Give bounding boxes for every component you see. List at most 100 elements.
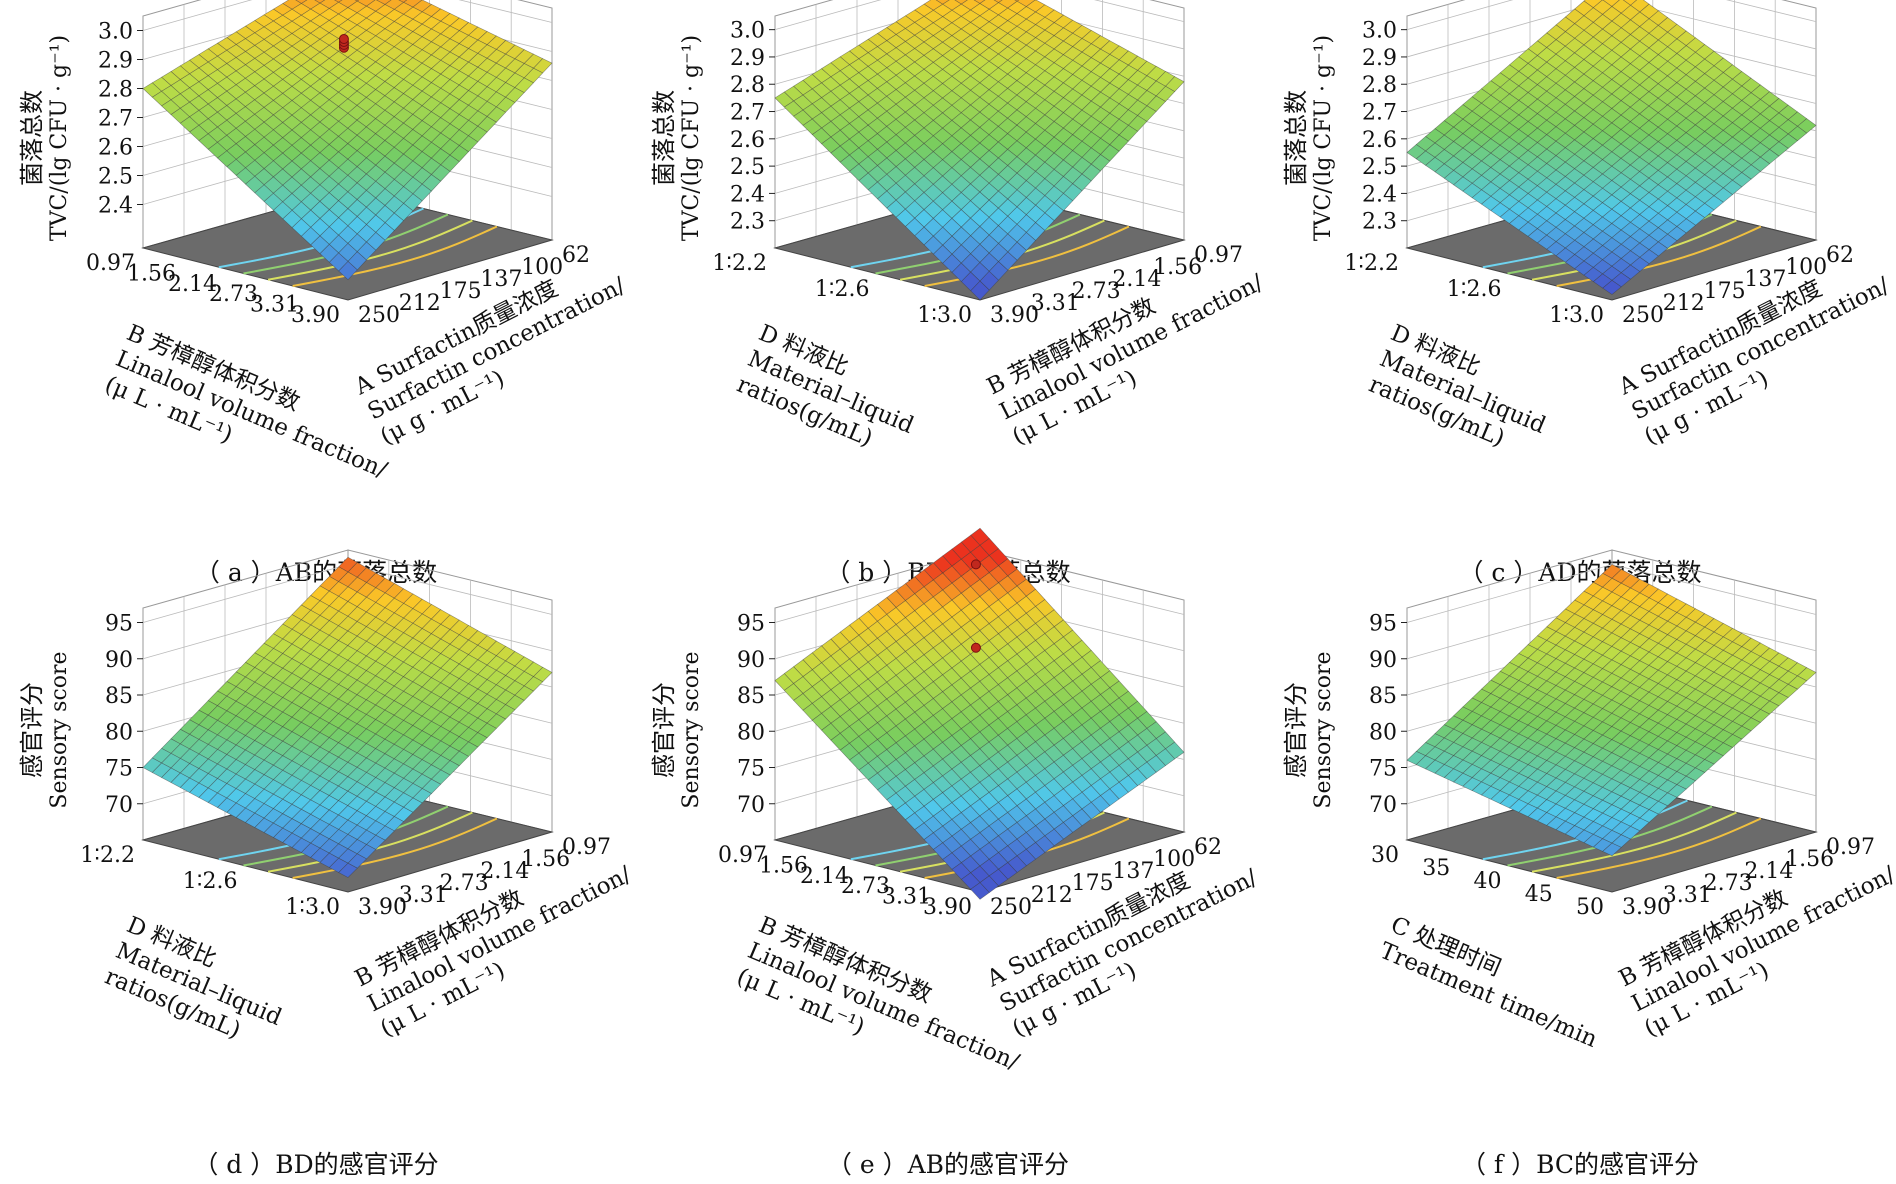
caption-d: （ d ）BD的感官评分 <box>0 1145 632 1181</box>
z-tick-label: 2.6 <box>730 128 765 153</box>
response-surface <box>774 527 1185 900</box>
caption-letter: （ f ） <box>1460 1150 1537 1179</box>
z-tick-label: 2.4 <box>730 182 765 207</box>
z-tick-label: 70 <box>1369 793 1397 818</box>
z-tick-label: 2.5 <box>730 155 765 180</box>
right-axis-tick-label: 1.56 <box>1785 847 1834 872</box>
z-tick-label: 2.6 <box>98 136 133 161</box>
z-tick-label: 3.0 <box>730 19 765 44</box>
caption-letter: （ c ） <box>1458 558 1539 587</box>
z-tick-label: 2.3 <box>1362 210 1397 235</box>
z-axis-label-en: TVC/(lg CFU · g⁻¹) <box>1311 35 1336 241</box>
surface-plot-e: 70 75 80 85 90 95 感官评分 Sensory score 0.971.562.1… <box>650 527 1262 1076</box>
z-axis-label-en: TVC/(lg CFU · g⁻¹) <box>47 35 72 241</box>
contour-line <box>267 811 473 873</box>
wall-grid <box>774 0 1185 31</box>
right-axis-tick-label: 0.97 <box>1194 243 1243 268</box>
panel-b: 2.3 2.4 2.5 2.6 2.7 2.8 2.9 3.0 菌落总数 TVC/(lg CFU … <box>632 0 1268 592</box>
left-axis-tick-label: 50 <box>1576 895 1604 920</box>
caption-letter: （ e ） <box>826 1150 908 1179</box>
right-axis-tick-label: 62 <box>1826 243 1854 268</box>
z-tick-label: 2.3 <box>730 210 765 235</box>
right-axis-tick-label: 250 <box>1622 303 1664 328</box>
z-tick-label: 2.9 <box>730 46 765 71</box>
right-axis-tick-label: 3.31 <box>1031 291 1080 316</box>
z-tick-label: 85 <box>105 684 133 709</box>
left-axis-tick-label: 1.56 <box>127 261 176 286</box>
caption-e: （ e ）AB的感官评分 <box>632 1145 1264 1181</box>
z-tick-label: 80 <box>105 720 133 745</box>
panel-d: 70 75 80 85 90 95 感官评分 Sensory score 1∶2.2 1∶2.6 1… <box>0 549 636 1184</box>
right-axis-tick-label: 137 <box>480 267 522 292</box>
z-axis-label-cn: 菌落总数 <box>18 90 46 186</box>
surface-plot-c: 2.3 2.42.52.62.7 2.82.93.0 菌落总数 TVC/(lg CFU … <box>1282 0 1894 452</box>
right-axis-tick-label: 2.14 <box>1744 859 1793 884</box>
right-axis-tick-label: 0.97 <box>562 835 611 860</box>
contour-line <box>1531 811 1737 873</box>
z-tick-label: 95 <box>737 612 765 637</box>
left-axis-tick-label: 1∶2.2 <box>1344 251 1399 276</box>
z-tick-label: 70 <box>737 793 765 818</box>
left-axis-tick-label: 3.90 <box>291 303 340 328</box>
wall-grid <box>1406 0 1817 58</box>
z-tick-label: 2.8 <box>1362 73 1397 98</box>
z-tick-label: 85 <box>1369 684 1397 709</box>
z-axis-label-cn: 感官评分 <box>1282 682 1310 778</box>
left-axis-tick-label: 1.56 <box>759 853 808 878</box>
left-axis-tick-label: 3.90 <box>923 895 972 920</box>
response-surface <box>142 0 553 281</box>
left-axis-tick-label: 1∶3.0 <box>1549 303 1604 328</box>
left-axis-tick-label: 40 <box>1474 869 1502 894</box>
right-axis-tick-label: 137 <box>1112 859 1154 884</box>
z-axis-label-en: Sensory score <box>1311 651 1336 808</box>
left-axis-tick-label: 1∶3.0 <box>285 895 340 920</box>
z-axis-label-en: Sensory score <box>47 651 72 808</box>
caption-f: （ f ）BC的感官评分 <box>1264 1145 1896 1181</box>
right-axis-tick-label: 3.90 <box>990 303 1039 328</box>
design-point <box>338 34 349 45</box>
z-tick-label: 75 <box>1369 757 1397 782</box>
right-axis-tick-label: 2.73 <box>1072 279 1121 304</box>
z-tick-label: 2.8 <box>98 78 133 103</box>
caption-text: BC的感官评分 <box>1536 1150 1700 1179</box>
left-axis-tick-label: 1∶2.6 <box>815 277 870 302</box>
right-axis-tick-label: 0.97 <box>1826 835 1875 860</box>
caption-a: （ a ）AB的菌落总数 <box>0 553 632 589</box>
right-axis-tick-label: 175 <box>1704 279 1746 304</box>
right-axis-tick-label: 3.31 <box>1663 883 1712 908</box>
z-tick-label: 90 <box>1369 648 1397 673</box>
right-axis-tick-label: 250 <box>990 895 1032 920</box>
z-axis-label-cn: 菌落总数 <box>650 90 678 186</box>
z-tick-label: 2.5 <box>98 165 133 190</box>
right-axis-tick-label: 62 <box>562 243 590 268</box>
z-tick-label: 2.4 <box>98 194 133 219</box>
surface-cell <box>1602 280 1622 295</box>
left-axis-tick-label: 45 <box>1525 882 1553 907</box>
left-axis-tick-label: 1∶2.2 <box>80 843 135 868</box>
right-axis-tick-label: 3.90 <box>358 895 407 920</box>
left-axis-tick-label: 35 <box>1422 856 1450 881</box>
right-axis-tick-label: 62 <box>1194 835 1222 860</box>
design-point <box>970 642 981 653</box>
z-tick-label: 2.9 <box>98 49 133 74</box>
z-tick-label: 85 <box>737 684 765 709</box>
left-axis-tick-label: 2.14 <box>168 272 217 297</box>
z-tick-label: 95 <box>105 612 133 637</box>
right-axis-tick-label: 212 <box>1031 883 1073 908</box>
response-surface <box>1406 0 1817 295</box>
caption-c: （ c ）AD的菌落总数 <box>1264 553 1896 589</box>
response-surface <box>142 556 553 878</box>
left-axis-tick-label: 1∶2.6 <box>1447 277 1502 302</box>
z-tick-label: 90 <box>737 648 765 673</box>
z-tick-label: 80 <box>737 720 765 745</box>
right-axis-tick-label: 2.14 <box>1112 267 1161 292</box>
z-tick-label: 2.6 <box>1362 128 1397 153</box>
z-tick-label: 75 <box>737 757 765 782</box>
